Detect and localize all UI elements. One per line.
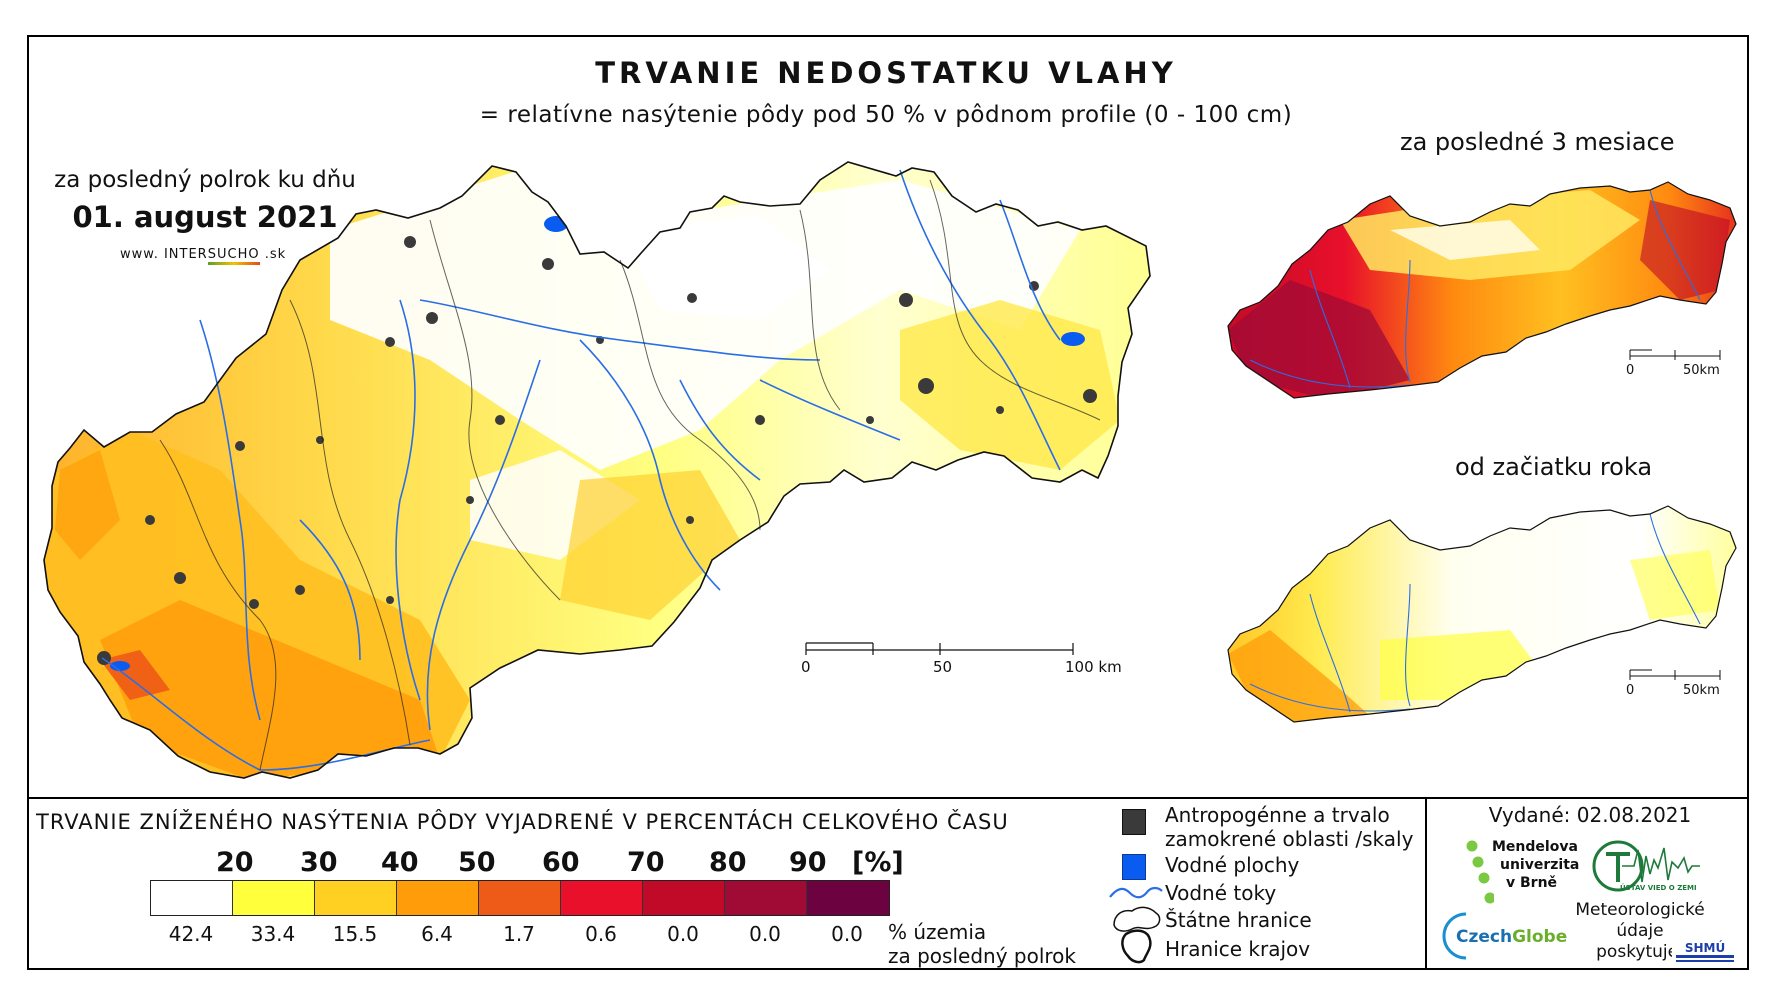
legend-swatch-6 — [561, 881, 643, 915]
legend-swatch-9 — [807, 881, 889, 915]
inset-map-3-months: 0 50km — [1227, 181, 1737, 399]
czechglobe-logo[interactable]: CzechGlobe — [1440, 908, 1570, 964]
main-scale-100: 100 km — [1065, 658, 1122, 676]
legend-swatch-4 — [397, 881, 479, 915]
legend-tick-70: 70 — [627, 847, 665, 878]
svg-text:SHMÚ: SHMÚ — [1685, 940, 1725, 955]
legend-tick-60: 60 — [542, 847, 580, 878]
river-icon — [1109, 886, 1163, 899]
main-period-label: za posledný polrok ku dňu — [54, 167, 356, 193]
svg-text:CzechGlobe: CzechGlobe — [1456, 927, 1567, 947]
legend-swatch-2 — [233, 881, 315, 915]
legend-pct-3: 15.5 — [332, 922, 378, 946]
svg-text:ÚSTAV VIED O ZEMI: ÚSTAV VIED O ZEMI — [1620, 883, 1697, 892]
anthropogenic-swatch — [1122, 809, 1146, 835]
legend-tick-80: 80 — [709, 847, 747, 878]
page-subtitle: = relatívne nasýtenie pôdy pod 50 % v pô… — [479, 102, 1293, 128]
legend-separator — [27, 797, 1749, 799]
legend-swatch-3 — [315, 881, 397, 915]
inset-top-scale-0: 0 — [1626, 363, 1634, 378]
legend-swatch-5 — [479, 881, 561, 915]
main-scale-0: 0 — [801, 658, 811, 676]
water-body-swatch — [1122, 854, 1146, 880]
inset-top-scale-50: 50km — [1683, 363, 1720, 378]
inset-bottom-scale-50: 50km — [1683, 683, 1720, 698]
issued-date: Vydané: 02.08.2021 — [1488, 803, 1692, 827]
main-scale-50: 50 — [933, 658, 952, 676]
legend-tick-40: 40 — [381, 847, 419, 878]
legend-unit: [%] — [852, 847, 904, 878]
inset-top-label: za posledné 3 mesiace — [1400, 128, 1675, 156]
region-border-icon — [1121, 929, 1152, 964]
legend-swatch-8 — [725, 881, 807, 915]
legend-pct-9: 0.0 — [831, 922, 863, 946]
water-bodies-label: Vodné plochy — [1165, 853, 1300, 877]
mendel-logo[interactable]: Mendelova univerzita v Brně — [1492, 839, 1580, 891]
legend-tick-30: 30 — [300, 847, 338, 878]
legend-pct-6: 0.6 — [585, 922, 617, 946]
main-map: 0 50 100 km — [43, 161, 1151, 779]
website-link[interactable]: www. INTERSUCHO .sk — [120, 247, 287, 265]
inset-bottom-scale-0: 0 — [1626, 683, 1634, 698]
legend-divider — [1425, 797, 1427, 970]
legend-swatch-7 — [643, 881, 725, 915]
legend-color-bar — [150, 880, 890, 916]
legend-pct-2: 33.4 — [250, 922, 296, 946]
website-suffix: .sk — [259, 247, 287, 262]
region-border-label: Hranice krajov — [1165, 937, 1311, 961]
meteo-data-provider: Meteorologické údaje poskytuje: — [1575, 900, 1705, 962]
website-prefix: www. INTER — [120, 247, 208, 262]
state-border-label: Štátne hranice — [1165, 908, 1312, 932]
legend-pct-7: 0.0 — [667, 922, 699, 946]
legend-tick-20: 20 — [216, 847, 254, 878]
rivers-label: Vodné toky — [1165, 881, 1277, 905]
legend-title: TRVANIE ZNÍŽENÉHO NASÝTENIA PÔDY VYJADRE… — [36, 810, 1009, 834]
anthropogenic-label: Antropogénne a trvalo zamokrené oblasti … — [1165, 803, 1414, 851]
mendel-dots-icon — [1466, 840, 1494, 904]
page-title: TRVANIE NEDOSTATKU VLAHY — [595, 56, 1177, 90]
main-date-label: 01. august 2021 — [72, 200, 338, 234]
legend-pct-1: 42.4 — [168, 922, 214, 946]
ustav-vied-o-zemi-logo[interactable]: ÚSTAV VIED O ZEMI — [1592, 838, 1702, 894]
website-highlight: SUCHO — [207, 247, 260, 265]
legend-pct-5: 1.7 — [503, 922, 535, 946]
legend-pct-4: 6.4 — [421, 922, 453, 946]
legend-swatch-1 — [151, 881, 233, 915]
legend-tick-90: 90 — [789, 847, 827, 878]
legend-percent-caption: % územia za posledný polrok — [888, 920, 1076, 968]
state-border-icon — [1113, 906, 1161, 932]
legend-tick-50: 50 — [458, 847, 496, 878]
legend-pct-8: 0.0 — [749, 922, 781, 946]
main-scale-bar — [805, 642, 1074, 655]
shmu-logo[interactable]: SHMÚ — [1672, 938, 1738, 964]
inset-map-year: 0 50km — [1227, 505, 1737, 723]
inset-bottom-label: od začiatku roka — [1455, 453, 1653, 481]
